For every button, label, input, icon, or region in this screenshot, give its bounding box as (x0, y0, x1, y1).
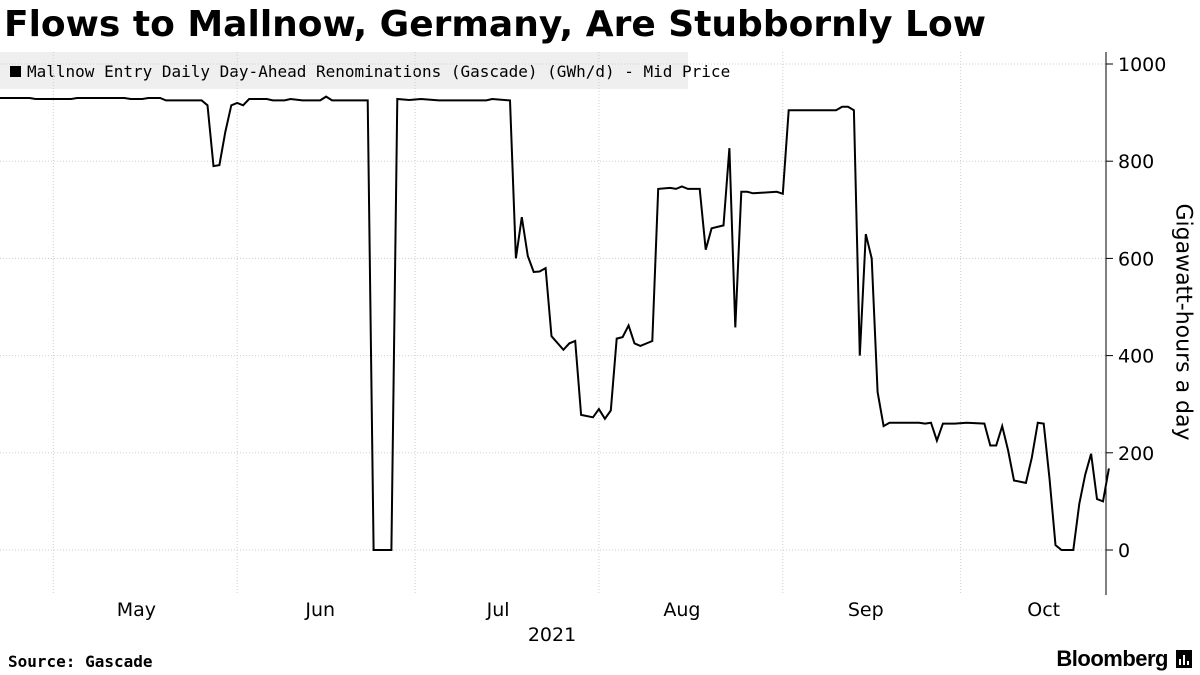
y-tick-label: 200 (1118, 443, 1154, 465)
source-note: Source: Gascade (8, 652, 153, 671)
x-tick-label: Oct (1027, 599, 1060, 621)
x-tick-label: Aug (663, 599, 700, 621)
y-axis: 0 200 400 600 800 1000 (1105, 52, 1166, 595)
y-tick-label: 400 (1118, 346, 1154, 368)
y-axis-title: Gigawatt-hours a day (1170, 203, 1196, 441)
chart-title: Flows to Mallnow, Germany, Are Stubbornl… (4, 4, 986, 45)
series-line (0, 95, 1110, 551)
series (0, 95, 1110, 551)
x-year-label: 2021 (528, 624, 576, 646)
y-tick-label: 1000 (1118, 54, 1166, 76)
y-tick-label: 0 (1118, 540, 1130, 562)
grid (0, 52, 1106, 595)
legend-label: Mallnow Entry Daily Day-Ahead Renominati… (27, 62, 731, 81)
legend: Mallnow Entry Daily Day-Ahead Renominati… (0, 52, 730, 89)
x-tick-label: Sep (848, 599, 884, 621)
x-tick-label: May (117, 599, 156, 621)
x-tick-label: Jun (304, 599, 335, 621)
x-axis-labels: May Jun Jul Aug Sep Oct 2021 (117, 599, 1060, 646)
bloomberg-terminal-icon (1176, 650, 1192, 668)
y-tick-label: 800 (1118, 151, 1154, 173)
bloomberg-logo: Bloomberg (1056, 646, 1168, 671)
x-tick-label: Jul (486, 599, 510, 621)
legend-swatch (10, 66, 21, 77)
y-tick-label: 600 (1118, 248, 1154, 270)
